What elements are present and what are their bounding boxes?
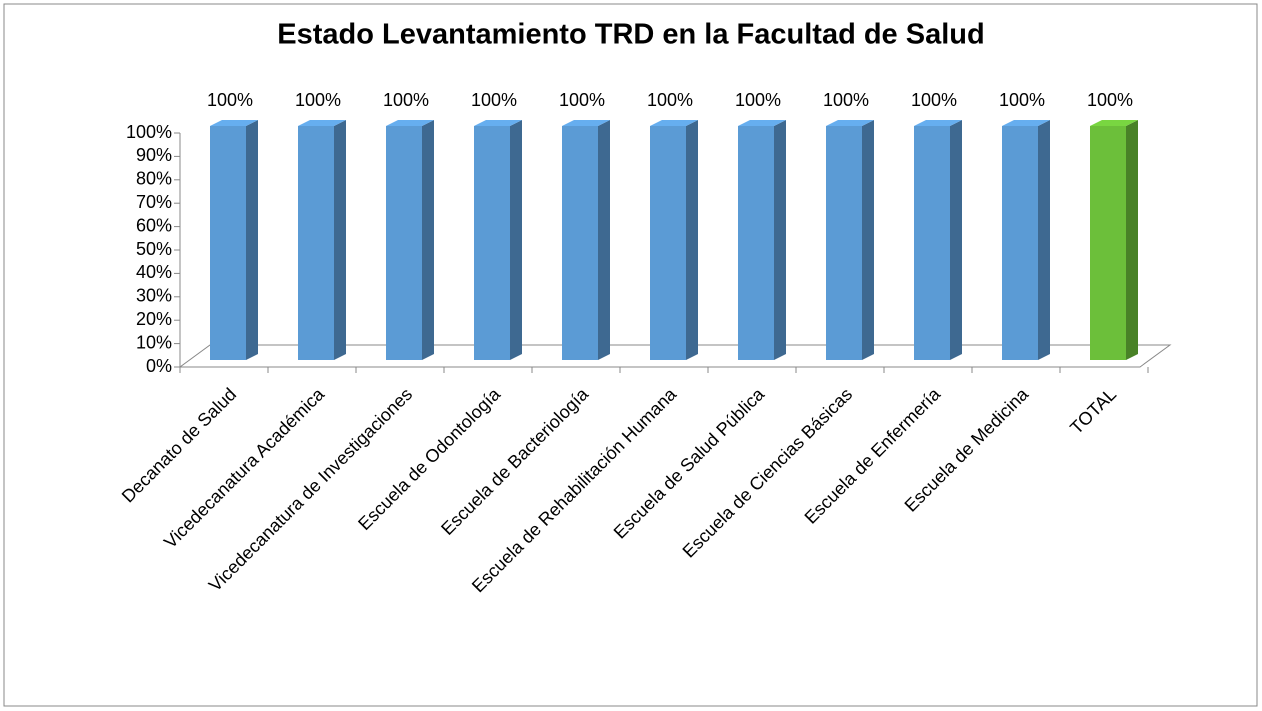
data-label: 100% bbox=[823, 90, 869, 110]
bar bbox=[738, 126, 774, 360]
bar-side bbox=[510, 120, 522, 360]
bar-top bbox=[738, 120, 786, 126]
bar bbox=[914, 126, 950, 360]
data-label: 100% bbox=[471, 90, 517, 110]
data-label: 100% bbox=[999, 90, 1045, 110]
y-tick-label: 40% bbox=[136, 262, 172, 282]
y-tick-label: 30% bbox=[136, 286, 172, 306]
bar bbox=[1002, 126, 1038, 360]
bar-side bbox=[774, 120, 786, 360]
y-tick-label: 100% bbox=[126, 122, 172, 142]
bar-top bbox=[650, 120, 698, 126]
bar-top bbox=[1090, 120, 1138, 126]
bar-side bbox=[1126, 120, 1138, 360]
bar bbox=[562, 126, 598, 360]
bar bbox=[210, 126, 246, 360]
data-label: 100% bbox=[295, 90, 341, 110]
data-label: 100% bbox=[207, 90, 253, 110]
y-tick-label: 20% bbox=[136, 309, 172, 329]
bar-top bbox=[914, 120, 962, 126]
data-label: 100% bbox=[911, 90, 957, 110]
bar-top bbox=[1002, 120, 1050, 126]
bar bbox=[298, 126, 334, 360]
data-label: 100% bbox=[647, 90, 693, 110]
y-tick-label: 50% bbox=[136, 239, 172, 259]
bar-top bbox=[474, 120, 522, 126]
bar-top bbox=[562, 120, 610, 126]
bar-side bbox=[862, 120, 874, 360]
bar-side bbox=[598, 120, 610, 360]
y-tick-label: 70% bbox=[136, 192, 172, 212]
bar bbox=[650, 126, 686, 360]
bar-side bbox=[1038, 120, 1050, 360]
data-label: 100% bbox=[559, 90, 605, 110]
bar-top bbox=[298, 120, 346, 126]
bar bbox=[474, 126, 510, 360]
bar-top bbox=[386, 120, 434, 126]
bar bbox=[386, 126, 422, 360]
data-label: 100% bbox=[383, 90, 429, 110]
bar-side bbox=[686, 120, 698, 360]
bar bbox=[1090, 126, 1126, 360]
y-tick-label: 10% bbox=[136, 332, 172, 352]
bar-top bbox=[826, 120, 874, 126]
y-tick-label: 80% bbox=[136, 169, 172, 189]
bar-top bbox=[210, 120, 258, 126]
y-tick-label: 90% bbox=[136, 145, 172, 165]
data-label: 100% bbox=[735, 90, 781, 110]
bar-side bbox=[334, 120, 346, 360]
bar bbox=[826, 126, 862, 360]
bar-side bbox=[246, 120, 258, 360]
chart-title: Estado Levantamiento TRD en la Facultad … bbox=[277, 19, 984, 51]
y-tick-label: 0% bbox=[146, 356, 172, 376]
bar-side bbox=[422, 120, 434, 360]
y-tick-label: 60% bbox=[136, 215, 172, 235]
bar-side bbox=[950, 120, 962, 360]
data-label: 100% bbox=[1087, 90, 1133, 110]
